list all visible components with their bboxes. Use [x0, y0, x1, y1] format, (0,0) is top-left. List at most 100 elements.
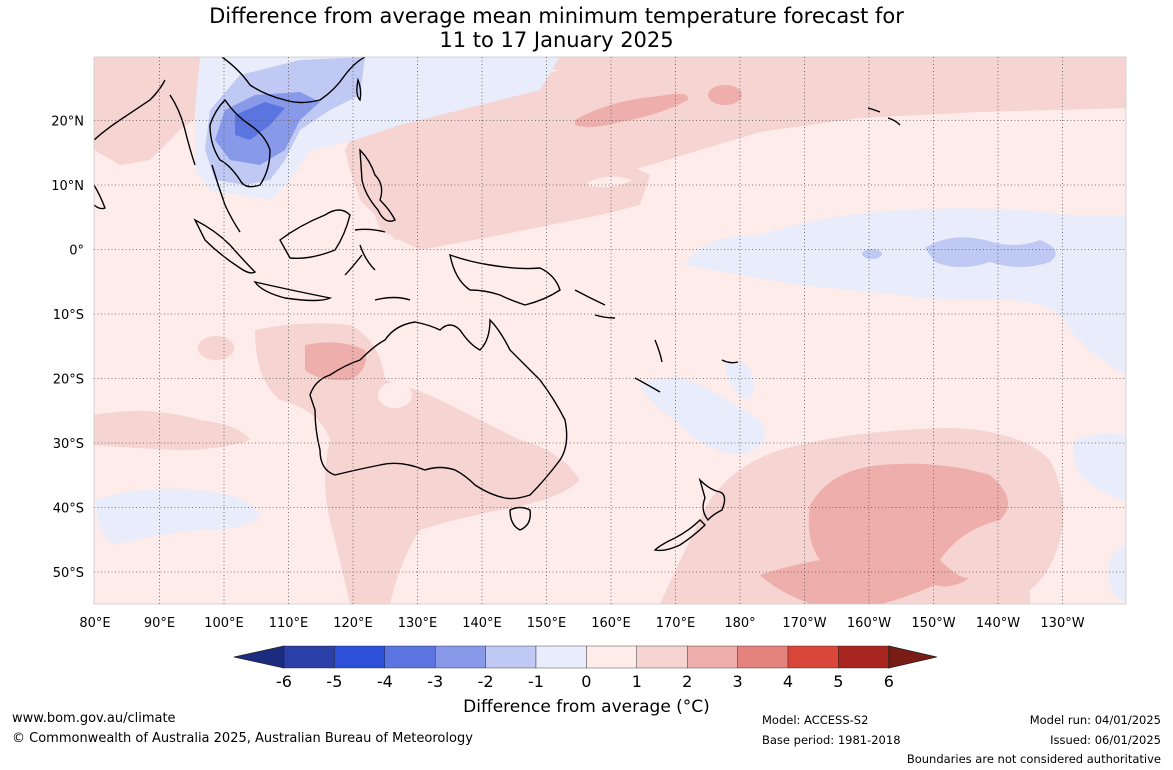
anomaly-region-cool-fiji: [725, 361, 754, 400]
anomaly-region-pale-ellipse: [588, 176, 632, 188]
colorbar-tick-label: 3: [733, 672, 743, 691]
colorbar-segment: [687, 645, 738, 669]
base-period: Base period: 1981-2018: [762, 733, 901, 747]
graticule: [94, 57, 1126, 604]
issued-date: Issued: 06/01/2025: [1050, 733, 1161, 747]
colorbar-segment: [485, 645, 537, 669]
latitude-tick-label: 40°S: [53, 502, 84, 517]
anomaly-region-cool-east: [1073, 433, 1126, 500]
colorbar: -6 -5 -4 -3 -2 -1 0 1 2 3 4 5 6: [233, 645, 937, 691]
australia-coast: [309, 318, 568, 500]
longitude-tick-label: 80°E: [79, 616, 110, 631]
colorbar-segment: [838, 645, 890, 669]
longitude-tick-label: 90°E: [144, 616, 175, 631]
latitude-tick-label: 0°: [69, 244, 84, 259]
longitude-tick-label: 150°E: [527, 616, 567, 631]
boundaries-disclaimer: Boundaries are not considered authoritat…: [906, 752, 1161, 766]
latitude-tick-label: 10°N: [51, 179, 84, 194]
anomaly-region-warm-indian-band: [94, 411, 250, 450]
longitude-tick-label: 170°E: [656, 616, 696, 631]
colorbar-segment: [535, 645, 587, 669]
latitude-tick-label: 50°S: [53, 566, 84, 581]
longitude-tick-label: 130°W: [1040, 616, 1084, 631]
colorbar-tick-label: 5: [833, 672, 843, 691]
latitude-labels: 20°N 10°N 0° 10°S 20°S 30°S 40°S 50°S: [51, 115, 84, 582]
anomaly-region-cool-equatorial-small: [862, 249, 882, 259]
colorbar-tick-label: -2: [478, 672, 494, 691]
latitude-tick-label: 10°S: [53, 308, 84, 323]
longitude-tick-label: 170°W: [782, 616, 826, 631]
colorbar-segment: [787, 645, 839, 669]
anomaly-region-warm-nw-shelf: [305, 342, 366, 381]
sumatra-coast: [193, 218, 257, 274]
india-coast: [94, 79, 166, 210]
new-zealand-south: [653, 519, 706, 552]
colorbar-tick-label: -4: [377, 672, 393, 691]
latitude-tick-label: 20°S: [53, 373, 84, 388]
colorbar-tick-label: -3: [427, 672, 443, 691]
colorbar-tick-label: -6: [276, 672, 292, 691]
colorbar-segment: [334, 645, 385, 669]
tasmania-coast: [509, 506, 531, 531]
new-zealand-north: [698, 477, 726, 522]
colorbar-tick-label: 4: [783, 672, 793, 691]
colorbar-segment: [384, 645, 436, 669]
title-line-1: Difference from average mean minimum tem…: [209, 4, 904, 28]
longitude-tick-label: 140°E: [462, 616, 502, 631]
colorbar-segment: [586, 645, 638, 669]
anomaly-region-pale-interior: [378, 382, 412, 408]
longitude-tick-label: 110°E: [269, 616, 309, 631]
malay-peninsula: [211, 164, 241, 233]
anomaly-region-warm-north-patch2: [708, 85, 742, 105]
borneo-coast: [279, 209, 351, 260]
colorbar-segment: [737, 645, 789, 669]
colorbar-tick-label: 1: [632, 672, 642, 691]
anomaly-region-cool-southeast: [1108, 545, 1126, 604]
colorbar-tick-label: 6: [884, 672, 894, 691]
coastlines: [94, 57, 901, 552]
anomaly-region-warm-southpacific-core: [760, 463, 1008, 604]
colorbar-segment: [435, 645, 486, 669]
new-guinea-coast: [449, 253, 561, 306]
longitude-tick-label: 160°E: [591, 616, 631, 631]
colorbar-segment: [636, 645, 688, 669]
latitude-tick-label: 20°N: [51, 115, 84, 130]
title-line-2: 11 to 17 January 2025: [439, 28, 674, 52]
china-coast: [221, 57, 366, 104]
anomaly-region-cool-equatorial-core: [925, 237, 1056, 267]
anomaly-region-cool-tasman: [640, 377, 765, 455]
colorbar-tick-label: 2: [682, 672, 692, 691]
hawaii-islands: [867, 107, 901, 126]
longitude-tick-label: 130°E: [398, 616, 438, 631]
model-run-date: Model run: 04/01/2025: [1029, 713, 1161, 727]
vanuatu-islands: [654, 339, 663, 363]
longitude-tick-label: 100°E: [204, 616, 244, 631]
longitude-tick-label: 120°E: [333, 616, 373, 631]
copyright-text: © Commonwealth of Australia 2025, Austra…: [12, 731, 473, 746]
map-title: Difference from average mean minimum tem…: [0, 4, 1173, 52]
map-frame: [93, 56, 1127, 605]
sulawesi-coast: [344, 228, 386, 276]
colorbar-arrow-low: [233, 645, 285, 669]
anomaly-field: [94, 57, 1126, 604]
colorbar-segment: [283, 645, 335, 669]
longitude-tick-label: 140°W: [976, 616, 1020, 631]
model-name: Model: ACCESS-S2: [762, 713, 869, 727]
website-link[interactable]: www.bom.gov.au/climate: [12, 711, 176, 726]
solomon-islands: [574, 289, 616, 319]
colorbar-tick-label: -5: [326, 672, 342, 691]
taiwan-coast: [356, 77, 362, 102]
java-coast: [253, 280, 333, 302]
timor-coast: [374, 296, 411, 301]
anomaly-region-warm-north-patch1: [575, 93, 689, 127]
latitude-tick-label: 30°S: [53, 437, 84, 452]
myanmar-coast: [169, 94, 196, 166]
indochina-coast: [209, 98, 271, 188]
philippines-coast: [359, 148, 396, 222]
anomaly-region-cool-indian: [96, 488, 260, 545]
anomaly-region-cool-seasia-strong: [215, 92, 320, 165]
colorbar-tick-label: -1: [528, 672, 544, 691]
longitude-tick-label: 150°W: [911, 616, 955, 631]
fiji-islands: [721, 359, 739, 364]
